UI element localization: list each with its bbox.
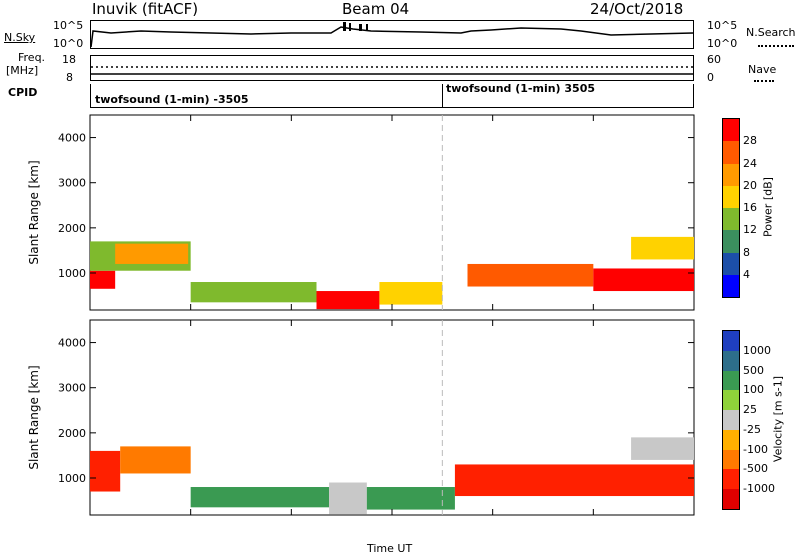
- data-region: [190, 282, 317, 303]
- noise-right-tick-bottom: 10^0: [707, 37, 738, 50]
- power-colorbar-segment: [723, 208, 739, 231]
- data-region: [467, 263, 594, 287]
- power-colorbar-segment: [723, 230, 739, 253]
- freq-label: Freq.: [18, 51, 46, 64]
- y-tick-label: 1000: [58, 267, 86, 280]
- noise-left-tick-top: 10^5: [53, 19, 84, 32]
- nave-label: Nave: [748, 63, 777, 76]
- y-tick-label: 4000: [58, 337, 86, 350]
- y-tick-label: 1000: [58, 472, 86, 485]
- cpid-label: CPID: [8, 86, 38, 99]
- velocity-colorbar-tick-label: -1000: [743, 482, 775, 496]
- power-colorbar-segment: [723, 141, 739, 164]
- data-region: [329, 482, 367, 515]
- nave-legend-line: [754, 80, 774, 82]
- velocity-colorbar-tick-label: 500: [743, 363, 764, 377]
- velocity-colorbar-segment: [723, 390, 739, 411]
- nsearch-legend-line: [758, 45, 794, 47]
- cpid-program-2: twofsound (1-min) 3505: [446, 82, 596, 95]
- power-colorbar-segment: [723, 274, 739, 297]
- velocity-colorbar-segment: [723, 350, 739, 371]
- y-tick-label: 3000: [58, 382, 86, 395]
- velocity-colorbar-segment: [723, 429, 739, 450]
- power-colorbar-tick-label: 20: [743, 178, 757, 192]
- velocity-colorbar-segment: [723, 370, 739, 391]
- freq-tick-top: 18: [62, 53, 76, 66]
- power-colorbar-tick-label: 4: [743, 267, 750, 281]
- velocity-colorbar-segment: [723, 489, 739, 509]
- cpid-divider: [442, 84, 443, 108]
- power-colorbar-tick-label: 24: [743, 156, 757, 170]
- y-tick-label: 2000: [58, 222, 86, 235]
- noise-panel: [90, 20, 694, 49]
- velocity-colorbar: 1000 500 100 25 -25 -100 -500 -1000: [722, 330, 775, 510]
- power-chart: 1000 2000 3000 4000 Slant Range [km]: [27, 114, 695, 311]
- power-colorbar-tick-label: 12: [743, 223, 757, 237]
- velocity-colorbar-tick-label: 1000: [743, 343, 771, 357]
- y-tick-label: 4000: [58, 132, 86, 145]
- freq-unit-label: [MHz]: [6, 64, 39, 77]
- nave-tick-bottom: 0: [707, 71, 714, 84]
- date-title: 24/Oct/2018: [590, 0, 684, 18]
- data-region: [115, 243, 189, 264]
- y-axis-label: Slant Range [km]: [27, 365, 41, 469]
- power-colorbar-segment: [723, 252, 739, 275]
- data-region: [593, 268, 694, 292]
- freq-tick-bottom: 8: [66, 71, 73, 84]
- station-title: Inuvik (fitACF): [92, 0, 199, 18]
- velocity-colorbar-segment: [723, 410, 739, 430]
- power-colorbar-title: Power [dB]: [761, 177, 775, 237]
- noise-right-tick-top: 10^5: [707, 19, 738, 32]
- data-region: [316, 291, 380, 310]
- velocity-colorbar-segment: [723, 331, 739, 351]
- power-colorbar-segment: [723, 163, 739, 186]
- y-tick-label: 3000: [58, 177, 86, 190]
- data-region: [366, 487, 455, 510]
- velocity-colorbar-segment: [723, 449, 739, 470]
- nave-tick-top: 60: [707, 53, 721, 66]
- velocity-colorbar-tick-label: 25: [743, 403, 757, 417]
- data-region: [379, 282, 443, 305]
- noise-trace: [90, 22, 694, 48]
- power-colorbar-tick-label: 8: [743, 245, 750, 259]
- data-region: [631, 236, 694, 260]
- data-region: [120, 446, 191, 474]
- velocity-colorbar-tick-label: 100: [743, 383, 764, 397]
- power-colorbar-tick-label: 16: [743, 201, 757, 214]
- freq-trace: [91, 66, 693, 75]
- data-region: [190, 487, 330, 508]
- velocity-colorbar-tick-label: -25: [743, 422, 761, 436]
- cpid-panel: [90, 84, 694, 108]
- data-region: [90, 270, 116, 289]
- freq-panel: [90, 55, 694, 81]
- velocity-colorbar-segment: [723, 469, 739, 490]
- velocity-colorbar-tick-label: -500: [743, 462, 768, 476]
- y-tick-label: 2000: [58, 427, 86, 440]
- nsky-label: N.Sky: [4, 31, 36, 44]
- velocity-colorbar-title: Velocity [m s-1]: [771, 375, 785, 463]
- data-region: [631, 437, 694, 460]
- power-colorbar-segment: [723, 119, 739, 142]
- noise-left-tick-bottom: 10^0: [53, 37, 84, 50]
- nsearch-label: N.Search: [746, 26, 796, 39]
- power-colorbar-tick-label: 28: [743, 134, 757, 148]
- velocity-colorbar-tick-label: -100: [743, 442, 768, 456]
- power-colorbar-segment: [723, 185, 739, 208]
- y-axis-label: Slant Range [km]: [27, 160, 41, 264]
- data-region: [454, 464, 694, 497]
- power-colorbar: 28 24 20 16 12 8 4: [722, 118, 757, 298]
- x-axis-label: Time UT: [367, 542, 413, 555]
- data-region: [90, 450, 121, 492]
- cpid-program-1: twofsound (1-min) -3505: [95, 93, 249, 106]
- beam-title: Beam 04: [342, 0, 410, 18]
